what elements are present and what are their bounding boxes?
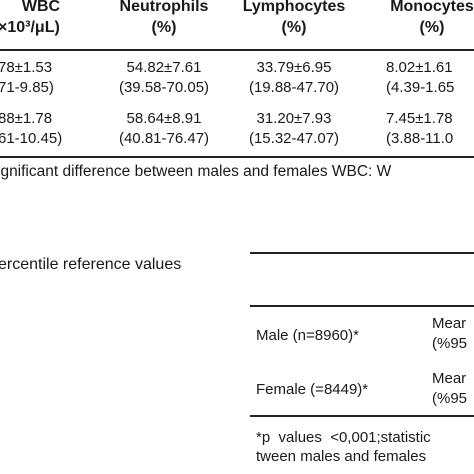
row2-neutrophils-mean: 58.64±8.91 bbox=[126, 110, 202, 127]
table2-row1-label: Male (n=8960)* bbox=[256, 327, 359, 344]
header-monocytes: Monocytes (%) bbox=[372, 0, 474, 38]
row1-lymphocytes-range: (19.88-47.70) bbox=[248, 79, 340, 96]
row2-monocytes: 7.45±1.78 (3.88-11.0 bbox=[386, 109, 474, 149]
header-lymphocytes-line1: Lymphocytes bbox=[242, 0, 346, 15]
table2-top-rule bbox=[250, 252, 474, 254]
row2-wbc: 88±1.78 61-10.45) bbox=[0, 109, 78, 149]
table2-footnote-line1: *p values <0,001;statistic bbox=[256, 429, 431, 446]
row2-monocytes-range: (3.88-11.0 bbox=[386, 130, 454, 147]
table2-footnote: *p values <0,001;statistic tween males a… bbox=[256, 428, 431, 466]
header-monocytes-line2: (%) bbox=[419, 19, 445, 36]
table1-header-rule bbox=[0, 49, 474, 51]
table1-footnote: ignificant difference between males and … bbox=[0, 163, 392, 180]
header-neutrophils: Neutrophils (%) bbox=[100, 0, 228, 38]
table2-row2-mean-line2: (%95 bbox=[432, 390, 468, 407]
header-wbc-line2: ×10³/μL) bbox=[0, 19, 60, 36]
row2-neutrophils: 58.64±8.91 (40.81-76.47) bbox=[100, 109, 228, 149]
row1-lymphocytes-mean: 33.79±6.95 bbox=[256, 59, 332, 76]
row1-monocytes: 8.02±1.61 (4.39-1.65 bbox=[386, 58, 474, 98]
table2-row2-label: Female (=8449)* bbox=[256, 381, 369, 398]
header-neutrophils-line1: Neutrophils bbox=[119, 0, 209, 15]
header-wbc-line1: WBC bbox=[21, 0, 61, 15]
header-wbc: WBC ×10³/μL) bbox=[0, 0, 84, 38]
row1-monocytes-mean: 8.02±1.61 bbox=[386, 59, 453, 76]
row2-wbc-mean: 88±1.78 bbox=[0, 110, 53, 127]
row2-lymphocytes: 31.20±7.93 (15.32-47.07) bbox=[230, 109, 358, 149]
table2-row2-mean-line1: Mear bbox=[432, 370, 467, 387]
row2-neutrophils-range: (40.81-76.47) bbox=[118, 130, 210, 147]
table2-caption: ercentile reference values bbox=[0, 256, 182, 273]
row2-lymphocytes-mean: 31.20±7.93 bbox=[256, 110, 332, 127]
row1-wbc-range: 71-9.85) bbox=[0, 79, 54, 96]
table2-bottom-rule bbox=[250, 415, 474, 417]
table2-row2-mean: Mear (%95 bbox=[432, 369, 467, 409]
row1-neutrophils-mean: 54.82±7.61 bbox=[126, 59, 202, 76]
table2-header-rule bbox=[250, 305, 474, 307]
row1-wbc: 78±1.53 71-9.85) bbox=[0, 58, 78, 98]
row1-monocytes-range: (4.39-1.65 bbox=[386, 79, 455, 96]
row2-monocytes-mean: 7.45±1.78 bbox=[386, 110, 453, 127]
row1-neutrophils: 54.82±7.61 (39.58-70.05) bbox=[100, 58, 228, 98]
table2-row1-mean: Mear (%95 bbox=[432, 314, 467, 354]
table2-footnote-line2: tween males and females bbox=[256, 448, 427, 465]
header-neutrophils-line2: (%) bbox=[151, 19, 177, 36]
row1-lymphocytes: 33.79±6.95 (19.88-47.70) bbox=[230, 58, 358, 98]
row1-wbc-mean: 78±1.53 bbox=[0, 59, 53, 76]
header-lymphocytes-line2: (%) bbox=[281, 19, 307, 36]
header-monocytes-line1: Monocytes bbox=[390, 0, 474, 15]
table1-bottom-rule bbox=[0, 156, 474, 158]
table2-row1-mean-line2: (%95 bbox=[432, 335, 468, 352]
header-lymphocytes: Lymphocytes (%) bbox=[230, 0, 358, 38]
table2-row1-mean-line1: Mear bbox=[432, 315, 467, 332]
row1-neutrophils-range: (39.58-70.05) bbox=[118, 79, 210, 96]
row2-wbc-range: 61-10.45) bbox=[0, 130, 63, 147]
row2-lymphocytes-range: (15.32-47.07) bbox=[248, 130, 340, 147]
